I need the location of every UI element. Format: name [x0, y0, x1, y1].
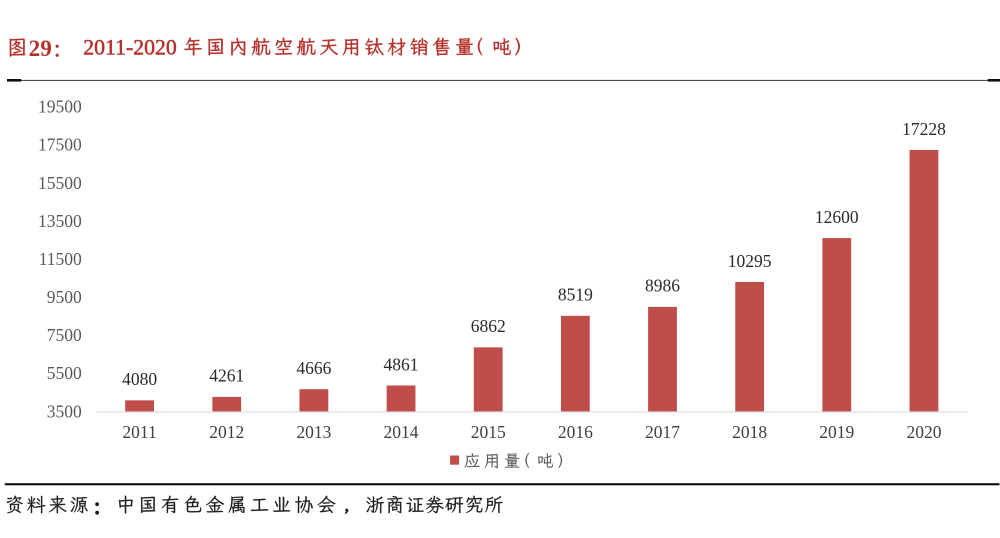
svg-text:2014: 2014 [384, 422, 419, 442]
svg-text:2019: 2019 [819, 422, 854, 442]
svg-text:2018: 2018 [732, 422, 767, 442]
svg-text:2016: 2016 [558, 422, 593, 442]
svg-text:19500: 19500 [38, 97, 82, 117]
svg-text:2012: 2012 [209, 422, 244, 442]
svg-text:13500: 13500 [38, 211, 82, 231]
svg-text:4861: 4861 [384, 354, 419, 374]
svg-text:6862: 6862 [471, 316, 506, 336]
svg-text:2020: 2020 [906, 422, 941, 442]
svg-text:2013: 2013 [296, 422, 331, 442]
svg-text:12600: 12600 [815, 207, 859, 227]
svg-text:15500: 15500 [38, 173, 82, 193]
svg-text:7500: 7500 [47, 325, 82, 345]
svg-text:8986: 8986 [645, 276, 680, 296]
svg-text:8519: 8519 [558, 285, 593, 305]
svg-text:4080: 4080 [122, 369, 157, 389]
svg-text:17228: 17228 [902, 119, 946, 139]
svg-text:10295: 10295 [728, 251, 772, 271]
svg-text:11500: 11500 [39, 249, 82, 269]
svg-text:2017: 2017 [645, 422, 680, 442]
svg-text:17500: 17500 [38, 135, 82, 155]
svg-text:4666: 4666 [296, 358, 331, 378]
svg-text:5500: 5500 [47, 363, 82, 383]
svg-text:29: 29 [29, 36, 52, 62]
svg-text:2015: 2015 [471, 422, 506, 442]
svg-text:4261: 4261 [209, 366, 244, 386]
svg-text:9500: 9500 [47, 287, 82, 307]
svg-text:2011: 2011 [122, 422, 156, 442]
svg-text:2011-2020: 2011-2020 [83, 36, 177, 60]
svg-text:3500: 3500 [47, 401, 82, 421]
